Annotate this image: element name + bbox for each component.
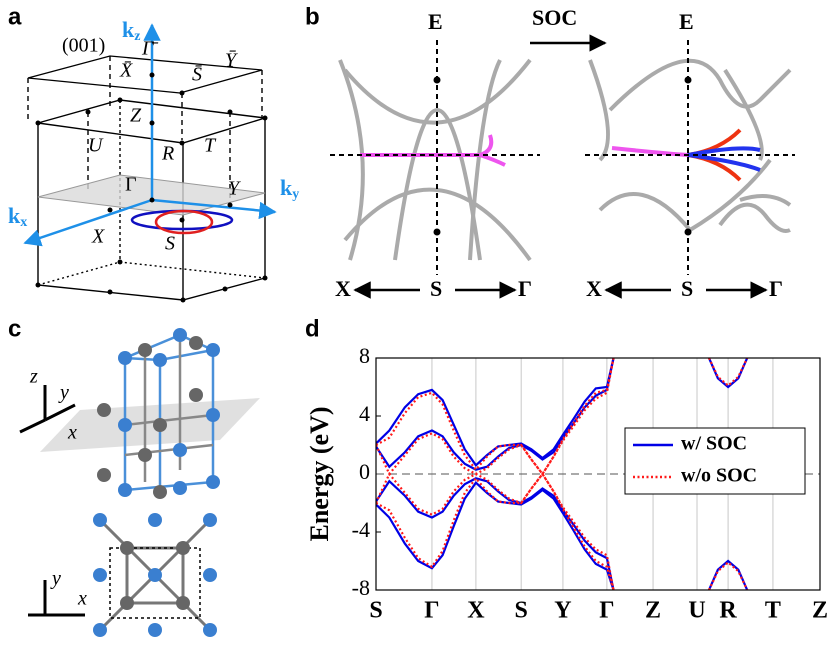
y-tick-label: 0 <box>359 459 370 484</box>
path-label: X <box>335 276 351 301</box>
axis-label: y <box>50 568 61 590</box>
path-label: X <box>586 276 602 301</box>
y-tick-label: -4 <box>352 517 370 542</box>
point-label: S̄ <box>192 64 202 86</box>
path-label: S <box>430 276 442 301</box>
energy-label: E <box>679 9 694 34</box>
point-label: Γ <box>125 174 137 196</box>
kx-axis <box>23 198 153 247</box>
x-tick-label: Z <box>645 598 661 624</box>
panel-label: a <box>8 3 22 30</box>
legend-label: w/ SOC <box>681 433 747 455</box>
points <box>35 72 268 303</box>
x-tick-label: S <box>515 598 528 624</box>
ky-axis <box>151 198 277 220</box>
x-tick-label: T <box>765 598 781 624</box>
x-tick-label: X <box>467 598 485 624</box>
atoms <box>97 328 220 499</box>
legend-label: w/o SOC <box>681 465 757 487</box>
kx-label: kx <box>8 203 27 230</box>
panel-b: b SOC E E X S Γ X S Γ <box>305 3 795 301</box>
band-line <box>376 472 615 590</box>
band-line <box>376 358 615 467</box>
point-label: T <box>204 135 217 157</box>
x-tick-label: U <box>688 598 705 624</box>
y-axis-title: Energy (eV) <box>305 406 334 541</box>
point-label: U <box>88 135 104 157</box>
point-label: Y <box>228 178 241 200</box>
path-label: Γ <box>518 276 532 301</box>
unit-cell <box>109 547 201 619</box>
point-label: R <box>161 143 174 165</box>
band-line <box>376 358 615 476</box>
path-label: Γ <box>769 276 783 301</box>
y-tick-label: -8 <box>352 575 370 600</box>
axis-label: y <box>58 382 69 404</box>
plane <box>40 398 260 452</box>
y-tick-label: 8 <box>359 343 370 368</box>
panel-c: c z y x y x <box>8 315 260 637</box>
point-label: Γ̄ <box>141 38 158 60</box>
band-line <box>708 561 749 590</box>
x-tick-label: R <box>719 598 737 624</box>
axis-label: x <box>77 588 87 610</box>
band-line <box>708 358 749 387</box>
surface-band <box>611 146 689 157</box>
point-label: Z <box>130 105 142 127</box>
plot-area <box>376 358 749 590</box>
top-view-atoms <box>93 513 217 637</box>
axis-label: z <box>29 366 38 388</box>
band-line <box>376 471 615 590</box>
ky-label: ky <box>280 175 299 202</box>
x-tick-label: Γ <box>599 598 614 624</box>
path-label: S <box>681 276 693 301</box>
panel-a: a (001) kz ky kx Γ̄ X̄ S̄ Ȳ Z U R T Γ Y … <box>8 3 299 303</box>
band-line <box>376 477 615 590</box>
soc-label: SOC <box>532 5 577 30</box>
band-line <box>376 481 615 590</box>
energy-label: E <box>428 9 443 34</box>
schematic-bands <box>338 58 792 262</box>
axes-icon <box>28 580 85 617</box>
x-tick-label: Z <box>812 598 828 624</box>
legend-box <box>624 427 806 495</box>
surface-band <box>360 134 506 167</box>
panel-label: b <box>305 3 320 30</box>
point-label: Ȳ <box>225 50 238 72</box>
x-tick-label: Γ <box>424 598 439 624</box>
surface-band <box>687 146 761 172</box>
panel-label: c <box>8 315 21 342</box>
y-tick-label: 4 <box>359 401 370 426</box>
axis-label: x <box>67 422 77 444</box>
plot-frame <box>375 357 821 591</box>
point-label: X̄ <box>119 60 133 82</box>
band-line <box>376 358 615 477</box>
panel-label: d <box>305 315 320 342</box>
axes-icon <box>19 385 76 434</box>
x-tick-label: S <box>369 598 382 624</box>
point-label: X <box>91 226 105 248</box>
point-label: S <box>165 233 175 255</box>
surface-label: (001) <box>62 35 105 57</box>
kz-label: kz <box>122 17 140 44</box>
x-tick-label: Y <box>554 598 571 624</box>
red-ring <box>154 209 214 235</box>
